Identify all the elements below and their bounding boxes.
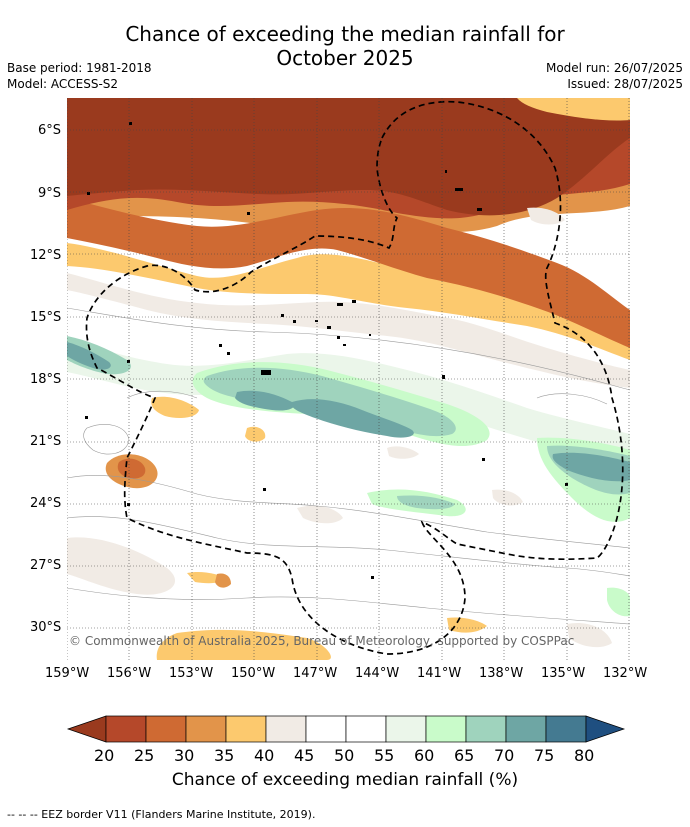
title-line-2: October 2025: [276, 46, 414, 70]
model-name: Model: ACCESS-S2: [7, 77, 119, 91]
lon-label-147w: 147°W: [293, 666, 338, 681]
colorbar-cell-1: [105, 715, 147, 743]
field-25-30: [67, 198, 630, 348]
blob-40-45-b: [492, 489, 523, 506]
lon-label-141w: 141°W: [417, 666, 462, 681]
colorbar-cell-9: [425, 715, 467, 743]
field-40-45: [67, 273, 630, 388]
lat-label-12s: 12°S: [30, 248, 62, 263]
lat-label-6s: 6°S: [38, 123, 62, 138]
colorbar-tick-35: 35: [214, 746, 235, 765]
blob-25-30-west: [117, 458, 146, 479]
colorbar-cell-4: [225, 715, 267, 743]
copyright-text: © Commonwealth of Australia 2025, Bureau…: [69, 634, 574, 648]
title-line-1: Chance of exceeding the median rainfall …: [125, 22, 565, 46]
colorbar-tick-50: 50: [334, 746, 355, 765]
lat-label-9s: 9°S: [38, 186, 62, 201]
field-70-75-east: [552, 452, 630, 482]
lon-label-138w: 138°W: [479, 666, 524, 681]
lon-label-135w: 135°W: [541, 666, 586, 681]
blob-35-40-a: [151, 396, 199, 418]
rainfall-map: © Commonwealth of Australia 2025, Bureau…: [67, 98, 630, 660]
lat-label-30s: 30°S: [30, 620, 62, 635]
blob-35-40-b: [245, 426, 266, 442]
field-70-75-west: [67, 342, 111, 370]
colorbar-cell-12: [545, 715, 587, 743]
blob-40-45-ne: [527, 207, 565, 225]
colorbar-cell-7: [345, 715, 387, 743]
model-run: Model run: 26/07/2025: [545, 61, 683, 75]
blob-40-45-a: [387, 446, 419, 459]
lat-label-21s: 21°S: [30, 434, 62, 449]
blob-40-45-c: [297, 505, 343, 524]
issued-date: Issued: 28/07/2025: [567, 77, 683, 91]
field-35-40: [67, 243, 630, 360]
colorbar-extend-high: [585, 715, 626, 743]
colorbar-cell-6: [305, 715, 347, 743]
colorbar-cell-2: [145, 715, 187, 743]
eez-footnote: -- -- -- EEZ border V11 (Flanders Marine…: [7, 808, 316, 821]
rainfall-fields: [67, 98, 630, 660]
islands: [85, 122, 568, 579]
field-65-70-south: [397, 495, 455, 510]
lat-label-24s: 24°S: [30, 496, 62, 511]
colorbar-tick-55: 55: [374, 746, 395, 765]
colorbar: [66, 715, 626, 743]
colorbar-extend-low: [66, 715, 107, 743]
colorbar-tick-45: 45: [294, 746, 315, 765]
field-35-40-ne: [517, 98, 630, 121]
lat-label-15s: 15°S: [30, 310, 62, 325]
colorbar-tick-75: 75: [534, 746, 555, 765]
colorbar-tick-25: 25: [134, 746, 155, 765]
lon-label-159w: 159°W: [45, 666, 90, 681]
colorbar-tick-80: 80: [574, 746, 595, 765]
lon-label-153w: 153°W: [169, 666, 214, 681]
colorbar-cells: [66, 715, 626, 743]
lon-label-132w: 132°W: [603, 666, 648, 681]
colorbar-tick-65: 65: [454, 746, 475, 765]
colorbar-cell-8: [385, 715, 427, 743]
field-70-75-central: [235, 390, 414, 438]
colorbar-label: Chance of exceeding median rainfall (%): [171, 770, 519, 790]
colorbar-tick-20: 20: [94, 746, 115, 765]
field-60-65-se: [607, 587, 630, 617]
chart-title: Chance of exceeding the median rainfall …: [0, 22, 690, 70]
meta-right: Model run: 26/07/2025 Issued: 28/07/2025: [546, 60, 683, 92]
eez-border: [85, 100, 624, 655]
blob-30-35-c: [215, 573, 231, 588]
contour-lines: [67, 307, 630, 625]
blob-40-45-se: [567, 622, 612, 648]
colorbar-cell-10: [465, 715, 507, 743]
colorbar-cell-3: [185, 715, 227, 743]
colorbar-tick-60: 60: [414, 746, 435, 765]
lat-label-27s: 27°S: [30, 558, 62, 573]
lon-label-150w: 150°W: [231, 666, 276, 681]
lat-label-18s: 18°S: [30, 372, 62, 387]
field-below-20: [67, 98, 630, 216]
colorbar-cell-5: [265, 715, 307, 743]
colorbar-tick-30: 30: [174, 746, 195, 765]
lon-label-144w: 144°W: [355, 666, 400, 681]
meta-left: Base period: 1981-2018 Model: ACCESS-S2: [7, 60, 152, 92]
base-period: Base period: 1981-2018: [7, 61, 152, 75]
colorbar-tick-70: 70: [494, 746, 515, 765]
colorbar-cell-11: [505, 715, 547, 743]
graticule: [67, 98, 630, 660]
field-65-70-west: [67, 336, 131, 375]
blob-35-40-south: [156, 629, 331, 660]
colorbar-ticks: 20 25 30 35 40 45 50 55 60 65 70 75 80: [0, 746, 690, 766]
lon-label-156w: 156°W: [107, 666, 152, 681]
colorbar-tick-40: 40: [254, 746, 275, 765]
